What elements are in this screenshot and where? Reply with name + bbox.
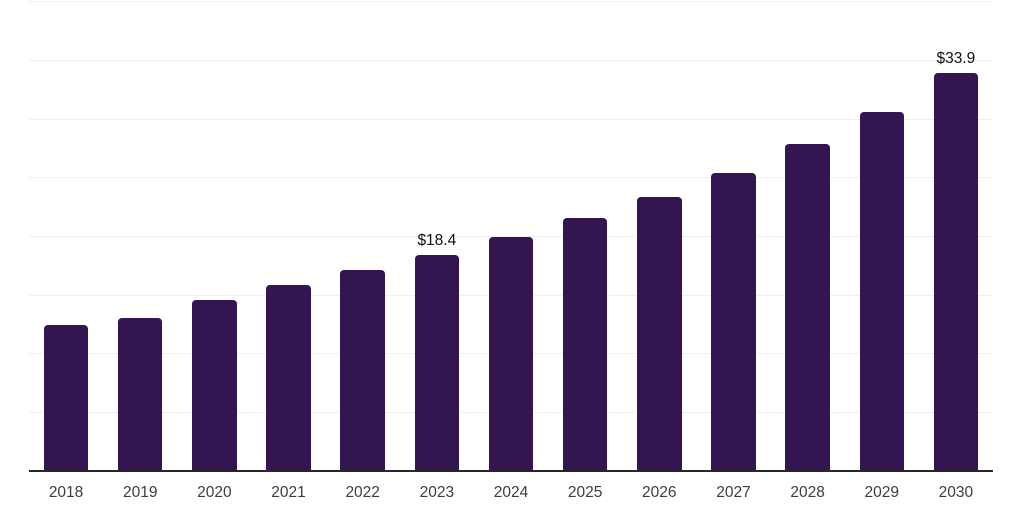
gridline [29, 118, 993, 120]
bar-2018 [43, 325, 89, 471]
bar-2020 [192, 300, 237, 471]
x-tick-label-2029: 2029 [864, 484, 899, 501]
bar-2021 [266, 285, 311, 471]
x-tick-label-2027: 2027 [716, 484, 751, 501]
x-axis-line [29, 469, 993, 472]
gridline [29, 1, 993, 3]
bar-2023 [414, 254, 460, 471]
bar-2029 [859, 111, 905, 471]
value-label-2030: $33.9 [936, 49, 976, 67]
x-tick-label-2022: 2022 [345, 484, 380, 501]
bar-2028 [785, 144, 830, 471]
x-tick-label-2023: 2023 [419, 484, 455, 501]
x-tick-label-2021: 2021 [271, 484, 306, 501]
x-tick-label-2018: 2018 [48, 484, 84, 501]
bar-2019 [117, 318, 163, 471]
bar-2030 [933, 72, 979, 471]
bar-2027 [711, 172, 756, 471]
x-tick-label-2026: 2026 [642, 484, 677, 501]
bar-2022 [340, 269, 385, 471]
gridline [29, 235, 993, 237]
x-tick-label-2020: 2020 [197, 484, 232, 501]
value-label-2023: $18.4 [417, 231, 457, 249]
gridline [29, 177, 993, 179]
bar-2025 [562, 218, 608, 471]
x-tick-label-2028: 2028 [790, 484, 825, 501]
bar-2026 [637, 197, 682, 471]
x-tick-label-2030: 2030 [938, 484, 974, 501]
x-tick-label-2025: 2025 [567, 484, 603, 501]
x-tick-label-2019: 2019 [122, 484, 158, 501]
gridline [29, 59, 993, 61]
bar-2024 [488, 237, 534, 471]
x-tick-label-2024: 2024 [493, 484, 529, 501]
